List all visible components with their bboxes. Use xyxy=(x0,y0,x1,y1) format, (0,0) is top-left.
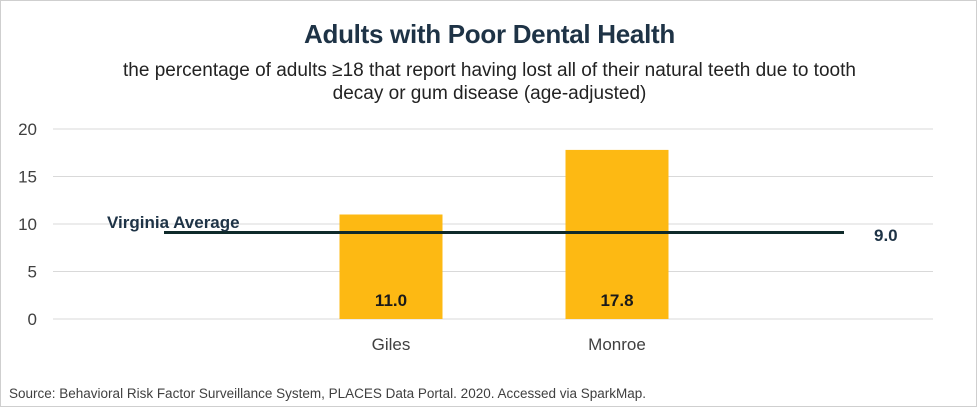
data-label: 17.8 xyxy=(600,291,633,310)
source-note: Source: Behavioral Risk Factor Surveilla… xyxy=(9,386,647,401)
y-tick-label: 20 xyxy=(18,120,37,139)
x-category-label: Monroe xyxy=(588,335,646,354)
chart-subtitle: the percentage of adults ≥18 that report… xyxy=(123,60,856,104)
virginia-average-label: Virginia Average xyxy=(107,213,240,232)
virginia-average-value: 9.0 xyxy=(874,226,898,245)
y-tick-label: 5 xyxy=(28,263,37,282)
data-label: 11.0 xyxy=(375,291,407,310)
chart-title: Adults with Poor Dental Health xyxy=(304,19,675,49)
gridlines xyxy=(53,128,933,320)
y-tick-label: 0 xyxy=(28,310,37,329)
x-category-label: Giles xyxy=(372,335,411,354)
y-tick-label: 15 xyxy=(18,168,37,187)
y-tick-label: 10 xyxy=(18,215,37,234)
bar-monroe xyxy=(565,149,669,319)
labels: 0 5 10 15 20 11.0 Giles 17.8 Monroe Virginia Aver… xyxy=(18,120,898,354)
